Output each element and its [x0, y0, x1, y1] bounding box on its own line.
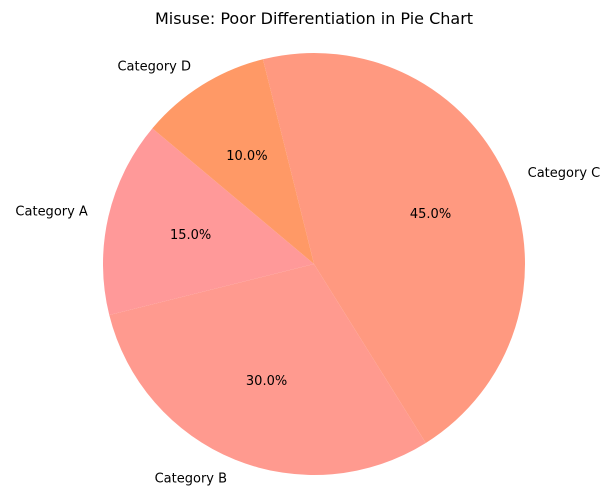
pie-labels: Category A 15.0% Category B 30.0% Category C… [15, 60, 600, 487]
slice-label-category-b: Category B [155, 472, 227, 487]
pie-slice-category-b [109, 264, 426, 475]
pie-slice-category-c [262, 53, 525, 443]
chart-title: Misuse: Poor Differentiation in Pie Char… [155, 9, 473, 28]
pie-slice-category-d [152, 59, 314, 264]
percent-label-category-a: 15.0% [170, 228, 211, 243]
pie-slice-category-a [103, 128, 315, 316]
percent-label-category-c: 45.0% [410, 207, 451, 222]
slice-label-category-d: Category D [117, 60, 191, 75]
percent-label-category-b: 30.0% [246, 374, 287, 389]
pie-slices [103, 53, 525, 475]
slice-label-category-c: Category C [528, 166, 601, 181]
percent-label-category-d: 10.0% [226, 149, 267, 164]
slice-label-category-a: Category A [15, 204, 88, 219]
